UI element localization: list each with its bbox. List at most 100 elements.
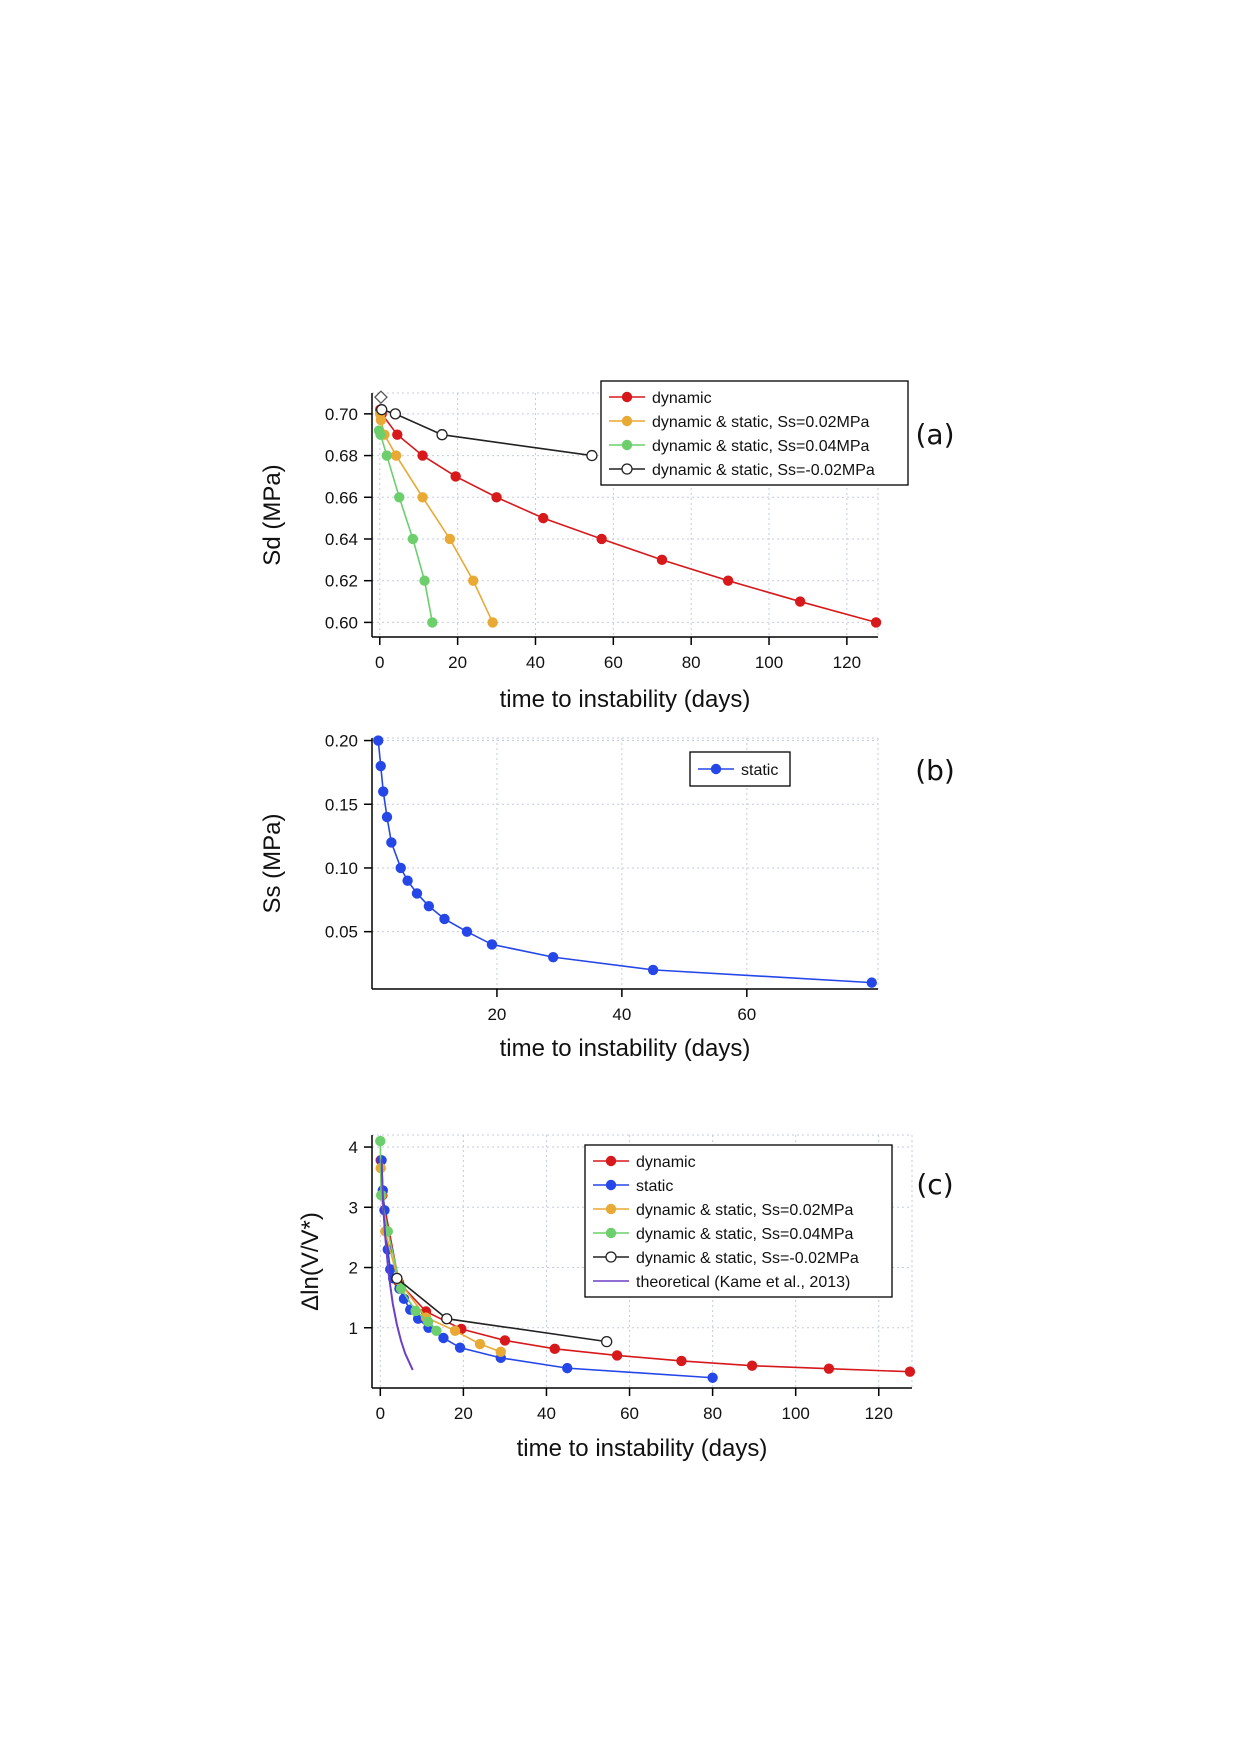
legend-item: dynamic & static, Ss=-0.02MPa bbox=[609, 462, 875, 479]
legend: dynamic dynamic & static, Ss=0.02MPa dynam… bbox=[600, 380, 909, 486]
y-tick-label: 0.10 bbox=[325, 859, 358, 878]
data-point bbox=[436, 429, 448, 441]
legend-item: dynamic bbox=[593, 1154, 696, 1171]
x-tick-label: 0 bbox=[376, 1404, 385, 1423]
data-point bbox=[461, 926, 473, 937]
data-point bbox=[375, 1135, 386, 1147]
x-tick-label: 60 bbox=[737, 1005, 756, 1024]
y-tick-label: 2 bbox=[349, 1259, 358, 1278]
legend-label: dynamic & static, Ss=0.02MPa bbox=[636, 1202, 854, 1219]
data-point bbox=[395, 1283, 407, 1294]
series-4 bbox=[376, 404, 598, 462]
legend-marker bbox=[605, 1155, 617, 1167]
chart-panel-2: 20 40 60 0.05 0.10 0.15 0.20 time to instabilit… bbox=[259, 732, 955, 1062]
legend-item: dynamic & static, Ss=-0.02MPa bbox=[593, 1250, 859, 1267]
legend-label: static bbox=[741, 762, 778, 779]
series-1 bbox=[373, 735, 877, 988]
legend-label: dynamic & static, Ss=-0.02MPa bbox=[636, 1250, 859, 1267]
x-tick-label: 100 bbox=[782, 1404, 810, 1423]
legend: static bbox=[689, 751, 791, 787]
legend-marker bbox=[605, 1251, 617, 1263]
series-line bbox=[380, 1159, 414, 1371]
chart-panel-1: 0 20 40 60 80 100 120 0.60 0.62 0.64 0.66 0.68 0.70 t… bbox=[259, 380, 955, 713]
x-tick-label: 60 bbox=[604, 653, 623, 672]
data-point bbox=[422, 1316, 434, 1327]
data-point bbox=[431, 1325, 442, 1336]
data-point bbox=[449, 1325, 461, 1336]
y-axis-label: Sd (MPa) bbox=[259, 464, 286, 565]
data-point bbox=[417, 492, 428, 503]
series-6 bbox=[380, 1159, 414, 1371]
data-point bbox=[389, 408, 402, 420]
series-line bbox=[377, 740, 872, 984]
legend-marker bbox=[621, 439, 633, 451]
data-point bbox=[468, 575, 479, 586]
data-point bbox=[549, 1343, 560, 1355]
legend-item: dynamic & static, Ss=0.02MPa bbox=[609, 414, 870, 431]
data-point bbox=[439, 913, 450, 925]
x-tick-label: 20 bbox=[487, 1005, 506, 1024]
data-point bbox=[454, 1342, 466, 1353]
x-axis-label: time to instability (days) bbox=[500, 1035, 751, 1062]
legend-marker bbox=[621, 463, 633, 475]
data-point bbox=[438, 1332, 449, 1344]
data-point bbox=[376, 404, 388, 416]
x-tick-label: 80 bbox=[703, 1404, 722, 1423]
data-point bbox=[746, 1360, 758, 1371]
data-point bbox=[486, 939, 498, 950]
legend-item: dynamic bbox=[609, 390, 712, 407]
y-tick-label: 3 bbox=[349, 1198, 358, 1217]
data-point bbox=[547, 951, 559, 963]
data-point bbox=[450, 471, 461, 482]
data-point bbox=[823, 1363, 835, 1374]
legend-label: dynamic bbox=[652, 390, 712, 407]
panel-label: (c) bbox=[916, 1168, 953, 1201]
panel-label: (b) bbox=[915, 754, 955, 787]
y-tick-label: 0.60 bbox=[325, 613, 358, 632]
x-axis-label: time to instability (days) bbox=[500, 686, 751, 713]
data-point bbox=[390, 450, 402, 461]
data-point-diamond bbox=[374, 390, 388, 405]
data-point bbox=[375, 414, 387, 426]
y-tick-label: 4 bbox=[349, 1138, 358, 1157]
data-point bbox=[411, 888, 423, 899]
series-line bbox=[379, 413, 494, 623]
y-tick-label: 0.05 bbox=[325, 923, 358, 942]
legend-label: dynamic & static, Ss=0.04MPa bbox=[636, 1226, 854, 1243]
y-tick-label: 0.20 bbox=[325, 732, 358, 751]
data-point bbox=[381, 811, 393, 823]
data-point bbox=[375, 1190, 387, 1201]
y-axis-label: Δln(V/V*) bbox=[297, 1212, 324, 1311]
data-point bbox=[794, 596, 806, 607]
y-tick-label: 0.62 bbox=[325, 572, 358, 591]
legend-label: dynamic bbox=[636, 1154, 696, 1171]
y-tick-label: 0.15 bbox=[325, 795, 358, 814]
series-4 bbox=[375, 1135, 442, 1336]
legend-item: dynamic & static, Ss=0.02MPa bbox=[593, 1202, 854, 1219]
legend-marker bbox=[605, 1227, 617, 1239]
data-point bbox=[441, 1313, 453, 1325]
legend-item: dynamic & static, Ss=0.04MPa bbox=[609, 438, 870, 455]
data-point bbox=[596, 533, 607, 545]
x-tick-label: 100 bbox=[755, 653, 783, 672]
legend-item: static bbox=[698, 762, 778, 779]
y-tick-label: 0.64 bbox=[325, 530, 358, 549]
legend-item: static bbox=[593, 1178, 673, 1195]
data-point bbox=[419, 575, 430, 586]
series-5 bbox=[391, 1272, 613, 1348]
legend-box bbox=[600, 380, 909, 486]
data-point bbox=[487, 617, 498, 628]
data-point bbox=[391, 1272, 403, 1285]
legend-label: static bbox=[636, 1178, 673, 1195]
data-point bbox=[378, 786, 389, 797]
data-point bbox=[866, 977, 877, 988]
data-point bbox=[410, 1305, 421, 1317]
x-tick-label: 80 bbox=[682, 653, 701, 672]
data-point bbox=[375, 429, 386, 440]
y-tick-label: 0.68 bbox=[325, 447, 358, 466]
x-tick-label: 120 bbox=[833, 653, 861, 672]
data-point bbox=[586, 449, 598, 462]
panel-label: (a) bbox=[915, 418, 954, 451]
legend-marker bbox=[605, 1179, 617, 1191]
